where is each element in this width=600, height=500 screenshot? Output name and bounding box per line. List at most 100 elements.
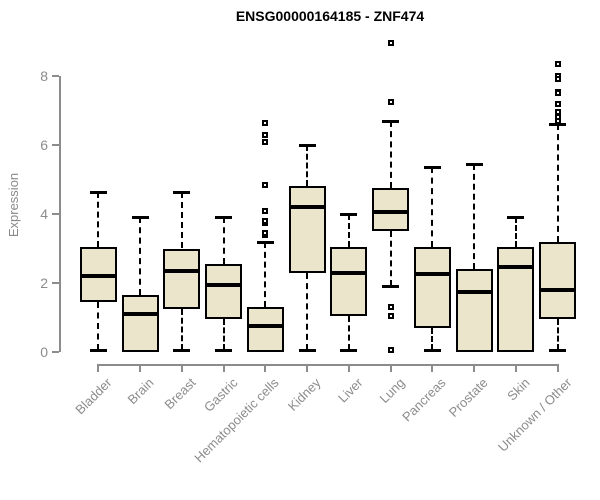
outlier-point — [554, 109, 561, 116]
outlier-point — [554, 100, 561, 107]
outlier-point — [262, 207, 269, 214]
lower-whisker — [180, 308, 183, 351]
upper-whisker — [431, 167, 434, 247]
median-line — [330, 270, 368, 275]
lower-whisker-cap — [89, 349, 107, 353]
chart-title: ENSG00000164185 - ZNF474 — [235, 8, 425, 24]
iqr-box — [330, 246, 368, 316]
median-line — [413, 272, 451, 277]
upper-whisker-cap — [465, 162, 483, 166]
lower-whisker-cap — [173, 349, 191, 353]
upper-whisker-cap — [423, 166, 441, 170]
y-tick-label: 2 — [40, 275, 48, 291]
iqr-box — [205, 264, 243, 320]
median-line — [539, 287, 577, 292]
lower-whisker-cap — [215, 349, 233, 353]
x-tick — [97, 364, 100, 372]
upper-whisker — [306, 145, 309, 187]
iqr-box — [539, 241, 577, 320]
outlier-point — [554, 90, 561, 97]
x-tick — [222, 364, 225, 372]
upper-whisker — [97, 191, 100, 247]
x-tick — [473, 364, 476, 372]
outlier-point — [262, 138, 269, 145]
upper-whisker-cap — [382, 119, 400, 123]
upper-whisker-cap — [507, 216, 525, 220]
iqr-box — [497, 246, 535, 352]
outlier-point — [387, 40, 394, 47]
upper-whisker — [389, 120, 392, 189]
x-axis-line — [97, 364, 559, 366]
upper-whisker-cap — [131, 216, 149, 220]
y-tick-label: 6 — [40, 137, 48, 153]
x-tick — [180, 364, 183, 372]
outlier-point — [554, 117, 561, 124]
upper-whisker — [222, 217, 225, 264]
upper-whisker-cap — [89, 190, 107, 194]
upper-whisker — [556, 124, 559, 242]
lower-whisker — [306, 272, 309, 351]
x-tick — [264, 364, 267, 372]
upper-whisker-cap — [215, 216, 233, 220]
outlier-point — [262, 119, 269, 126]
iqr-box — [288, 186, 326, 273]
lower-whisker-cap — [423, 349, 441, 353]
y-tick-label: 8 — [40, 68, 48, 84]
upper-whisker — [514, 217, 517, 247]
iqr-box — [246, 307, 284, 352]
y-tick — [52, 282, 59, 284]
outlier-point — [262, 217, 269, 224]
lower-whisker-cap — [382, 285, 400, 289]
upper-whisker — [264, 241, 267, 308]
y-tick — [52, 213, 59, 215]
upper-whisker — [180, 191, 183, 249]
outlier-point — [387, 312, 394, 319]
upper-whisker — [473, 163, 476, 270]
median-line — [455, 289, 493, 294]
lower-whisker — [556, 319, 559, 351]
x-tick — [556, 364, 559, 372]
median-line — [79, 274, 117, 279]
lower-whisker — [222, 319, 225, 351]
median-line — [205, 282, 243, 287]
x-tick — [347, 364, 350, 372]
upper-whisker-cap — [340, 213, 358, 216]
iqr-box — [455, 269, 493, 352]
median-line — [246, 324, 284, 329]
lower-whisker-cap — [298, 349, 316, 353]
y-tick-label: 4 — [40, 206, 48, 222]
median-line — [497, 265, 535, 270]
lower-whisker — [389, 231, 392, 287]
outlier-point — [387, 98, 394, 105]
outlier-point — [387, 304, 394, 311]
lower-whisker — [431, 327, 434, 351]
median-line — [121, 312, 159, 317]
x-tick — [139, 364, 142, 372]
outlier-point — [554, 60, 561, 67]
x-tick — [389, 364, 392, 372]
lower-whisker-cap — [549, 349, 567, 353]
iqr-box — [372, 188, 410, 232]
upper-whisker-cap — [256, 240, 274, 244]
y-tick — [52, 351, 59, 353]
upper-whisker-cap — [298, 144, 316, 147]
outlier-point — [387, 347, 394, 354]
outlier-point — [262, 181, 269, 188]
lower-whisker — [347, 315, 350, 351]
y-axis-line — [59, 76, 61, 352]
upper-whisker-cap — [549, 123, 567, 127]
upper-whisker-cap — [173, 190, 191, 194]
median-line — [288, 205, 326, 210]
median-line — [372, 210, 410, 215]
x-tick — [514, 364, 517, 372]
upper-whisker — [347, 214, 350, 247]
y-tick-label: 0 — [40, 344, 48, 360]
outlier-point — [554, 76, 561, 83]
x-tick — [431, 364, 434, 372]
lower-whisker — [97, 301, 100, 351]
outlier-point — [262, 131, 269, 138]
x-tick — [306, 364, 309, 372]
outlier-point — [262, 229, 269, 236]
